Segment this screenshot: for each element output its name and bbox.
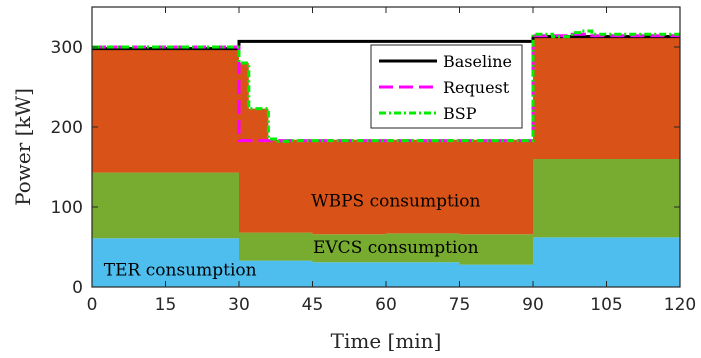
area-annotation: WBPS consumption [311, 192, 480, 212]
x-tick-label: 30 [228, 295, 250, 315]
x-tick-label: 45 [302, 295, 324, 315]
x-tick-label: 0 [87, 295, 98, 315]
area-annotation: EVCS consumption [313, 238, 479, 258]
request-line [92, 32, 680, 143]
legend-label-baseline: Baseline [443, 52, 512, 71]
legend-label-bsp: BSP [443, 104, 477, 123]
area-annotation: TER consumption [104, 260, 257, 280]
legend: Baseline Request BSP [370, 44, 523, 129]
x-axis-label: Time [min] [331, 329, 442, 353]
legend-label-request: Request [443, 78, 510, 97]
bsp-line [92, 29, 680, 143]
power-lines [92, 29, 680, 143]
x-tick-label: 60 [375, 295, 397, 315]
y-tick-label: 300 [51, 38, 83, 58]
annotations: WBPS consumption EVCS consumption TER cons… [104, 192, 481, 281]
x-tick-label: 105 [590, 295, 622, 315]
axis-ticks: 0 15 30 45 60 75 90 105 120 0 100 200 300 [51, 7, 696, 315]
x-tick-label: 90 [522, 295, 544, 315]
y-tick-label: 100 [51, 198, 83, 218]
x-tick-label: 15 [155, 295, 177, 315]
x-tick-label: 120 [664, 295, 696, 315]
y-axis-label: Power [kW] [11, 88, 35, 206]
y-tick-label: 0 [72, 278, 83, 298]
y-tick-label: 200 [51, 118, 83, 138]
x-tick-label: 75 [449, 295, 471, 315]
